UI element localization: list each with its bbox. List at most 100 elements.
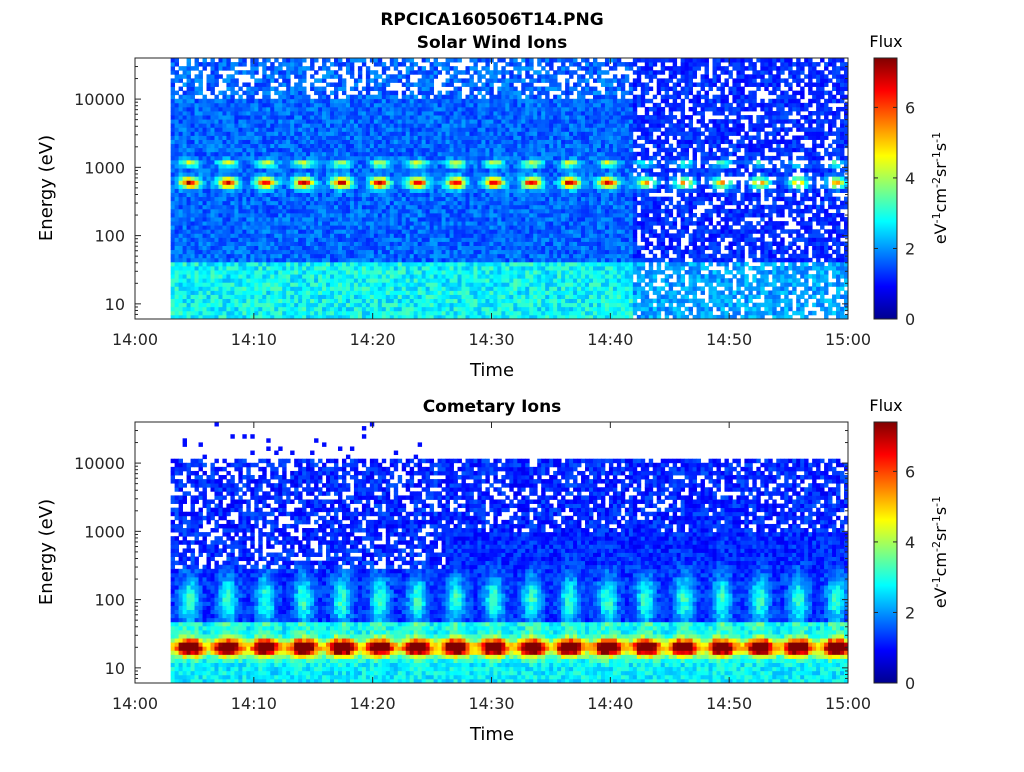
heatmap-cell	[242, 294, 247, 300]
heatmap-cell	[198, 168, 203, 173]
heatmap-cell	[230, 82, 235, 87]
heatmap-cell	[242, 208, 247, 214]
heatmap-cell	[369, 159, 375, 165]
heatmap-cell	[441, 212, 446, 218]
heatmap-cell	[361, 294, 367, 300]
heatmap-cell	[230, 314, 235, 320]
heatmap-cell	[194, 306, 199, 312]
heatmap-cell	[254, 221, 259, 226]
heatmap-cell	[409, 192, 415, 198]
heatmap-cell	[262, 270, 267, 275]
heatmap-cell	[210, 74, 215, 79]
heatmap-cell	[294, 274, 299, 279]
heatmap-cell	[385, 106, 391, 112]
heatmap-cell	[246, 131, 251, 136]
heatmap-cell	[341, 274, 347, 279]
heatmap-cell	[338, 212, 343, 218]
heatmap-cell	[322, 164, 327, 169]
heatmap-cell	[465, 225, 470, 230]
heatmap-cell	[465, 106, 470, 112]
heatmap-cell	[389, 94, 395, 100]
heatmap-cell	[302, 241, 307, 246]
heatmap-cell	[389, 314, 395, 320]
heatmap-cell	[469, 306, 474, 312]
heatmap-cell	[417, 217, 423, 222]
heatmap-cell	[369, 135, 375, 140]
heatmap-cell	[429, 98, 435, 104]
heatmap-cell	[326, 233, 331, 238]
heatmap-cell	[453, 86, 458, 92]
heatmap-cell	[473, 314, 478, 320]
heatmap-cell	[226, 111, 231, 116]
heatmap-cell	[353, 261, 359, 267]
heatmap-cell	[441, 94, 446, 100]
heatmap-cell	[246, 196, 251, 202]
heatmap-cell	[485, 111, 490, 116]
heatmap-cell	[290, 159, 295, 165]
heatmap-cell	[314, 139, 319, 145]
heatmap-cell	[322, 265, 327, 271]
heatmap-cell	[373, 62, 379, 67]
heatmap-cell	[429, 204, 435, 210]
heatmap-cell	[477, 180, 482, 185]
heatmap-cell	[274, 143, 279, 149]
heatmap-cell	[449, 102, 454, 108]
heatmap-cell	[417, 115, 423, 120]
heatmap-cell	[262, 180, 267, 185]
heatmap-cell	[202, 290, 207, 295]
heatmap-cell	[270, 180, 275, 185]
heatmap-cell	[345, 106, 351, 112]
heatmap-cell	[210, 310, 215, 316]
heatmap-cell	[413, 274, 419, 279]
heatmap-cell	[453, 102, 458, 108]
heatmap-cell	[234, 102, 239, 108]
heatmap-cell	[218, 106, 223, 112]
heatmap-cell	[190, 241, 195, 246]
heatmap-cell	[413, 249, 419, 255]
heatmap-cell	[242, 290, 247, 295]
heatmap-cell	[262, 172, 267, 177]
heatmap-cell	[254, 184, 259, 189]
heatmap-cell	[210, 119, 215, 124]
heatmap-cell	[234, 310, 239, 316]
heatmap-cell	[214, 94, 219, 100]
heatmap-cell	[258, 245, 263, 251]
heatmap-cell	[369, 127, 375, 132]
heatmap-cell	[330, 257, 335, 263]
heatmap-cell	[357, 192, 363, 198]
heatmap-cell	[409, 196, 415, 202]
heatmap-cell	[413, 135, 419, 140]
heatmap-cell	[274, 180, 279, 185]
heatmap-cell	[250, 286, 255, 291]
heatmap-cell	[226, 127, 231, 132]
heatmap-cell	[401, 208, 407, 214]
heatmap-cell	[186, 119, 191, 124]
heatmap-cell	[246, 249, 251, 255]
heatmap-cell	[465, 82, 470, 87]
heatmap-cell	[477, 192, 482, 198]
heatmap-cell	[485, 237, 490, 242]
heatmap-cell	[262, 74, 267, 79]
heatmap-cell	[258, 208, 263, 214]
heatmap-cell	[290, 123, 295, 128]
heatmap-cell	[290, 265, 295, 271]
heatmap-cell	[282, 98, 287, 104]
heatmap-cell	[397, 204, 403, 210]
heatmap-cell	[186, 294, 191, 300]
heatmap-cell	[234, 302, 239, 308]
heatmap-cell	[385, 176, 391, 181]
heatmap-cell	[349, 159, 355, 165]
heatmap-cell	[413, 310, 419, 316]
heatmap-cell	[294, 282, 299, 287]
heatmap-cell	[493, 159, 498, 165]
heatmap-cell	[206, 208, 211, 214]
heatmap-cell	[298, 168, 303, 173]
heatmap-cell	[341, 270, 347, 275]
heatmap-cell	[190, 290, 195, 295]
heatmap-cell	[186, 306, 191, 312]
heatmap-cell	[274, 196, 279, 202]
heatmap-cell	[433, 58, 438, 63]
heatmap-cell	[457, 94, 462, 100]
heatmap-cell	[174, 294, 180, 300]
heatmap-cell	[238, 147, 243, 153]
